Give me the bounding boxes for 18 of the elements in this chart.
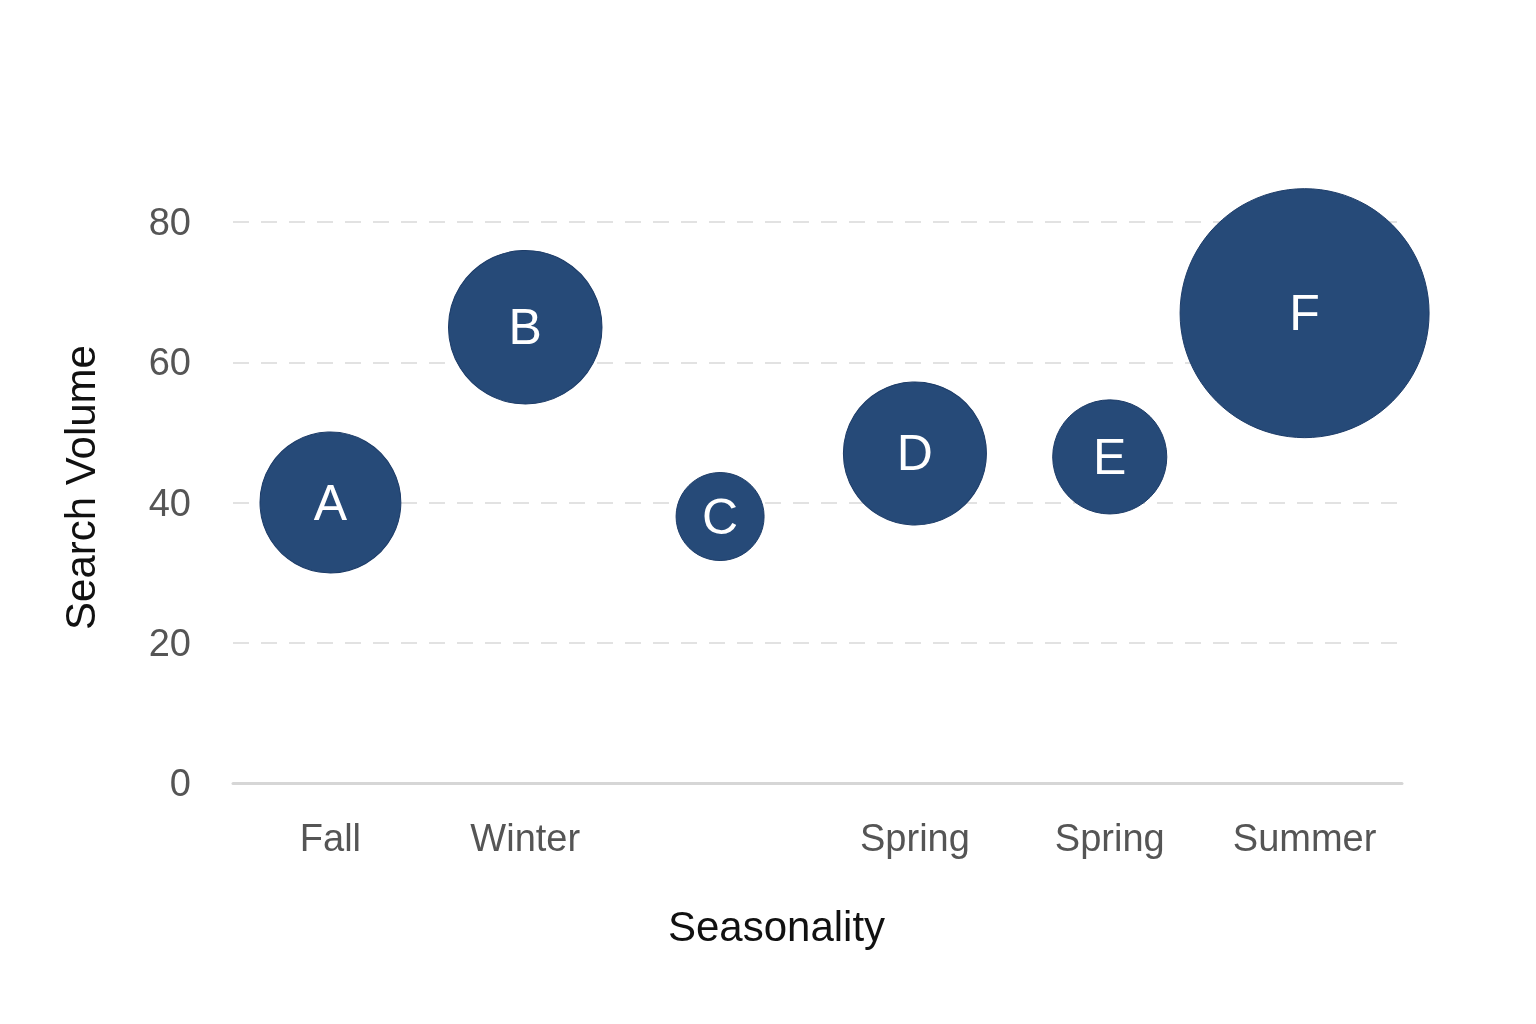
x-tick-label: Summer [1232, 817, 1377, 859]
x-axis-title: Seasonality [667, 902, 886, 950]
y-tick-label: 0 [169, 762, 191, 804]
data-label: C [702, 488, 739, 545]
data-label: B [508, 299, 542, 356]
x-tick-label: Winter [470, 817, 581, 859]
y-tick-label: 20 [148, 621, 191, 664]
data-label: E [1093, 428, 1127, 485]
y-tick-label: 80 [148, 201, 191, 243]
data-label: A [313, 474, 348, 531]
y-tick-label: 40 [148, 481, 191, 524]
x-tick-label: Spring [859, 817, 970, 859]
y-tick-label: 60 [148, 341, 191, 384]
data-label: D [896, 425, 933, 482]
x-tick-label: Fall [299, 817, 362, 859]
data-label: F [1289, 285, 1320, 342]
x-tick-label: Spring [1054, 817, 1165, 859]
y-axis-title: Search Volume [56, 345, 104, 630]
